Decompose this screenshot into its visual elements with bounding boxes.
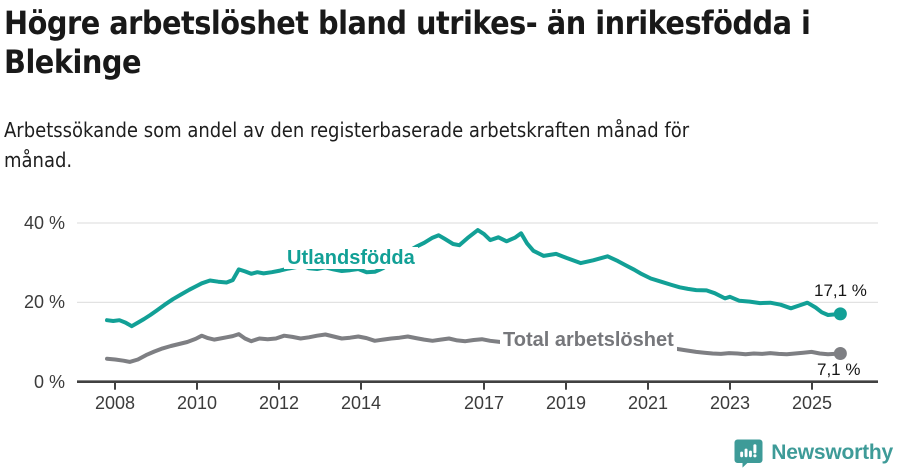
x-tick-label: 2014 [340, 393, 382, 413]
x-tick-label: 2012 [258, 393, 300, 413]
y-tick-label: 40 % [23, 213, 65, 233]
series-end-dot [833, 307, 847, 321]
subtitle-line-1: Arbetssökande som andel av den registerb… [4, 118, 690, 142]
page-title: Högre arbetslöshet bland utrikes- än inr… [4, 4, 884, 82]
y-tick-label: 20 % [23, 292, 65, 313]
newsworthy-brand-text: Newsworthy [771, 441, 893, 464]
series-label-utlandsfodda: Utlandsfödda [284, 247, 418, 269]
title-line-1: Högre arbetslöshet bland utrikes- än inr… [4, 4, 811, 42]
end-value-label-utlandsfodda: 17,1 % [814, 281, 867, 300]
x-tick-label: 2023 [709, 393, 751, 413]
subtitle-line-2: månad. [4, 148, 73, 172]
series-line [105, 332, 843, 364]
x-tick-label: 2025 [791, 393, 833, 413]
title-line-2: Blekinge [4, 43, 141, 81]
x-tick-label: 2008 [94, 393, 136, 413]
x-tick-label: 2017 [463, 393, 505, 413]
newsworthy-logo-icon [733, 438, 764, 468]
x-tick-label: 2021 [627, 393, 669, 413]
y-tick-label: 0 % [33, 371, 65, 392]
x-tick-label: 2010 [176, 393, 218, 413]
series-label-total-arbetsloshet: Total arbetslöshet [500, 329, 677, 351]
series-line [105, 228, 843, 329]
series-end-dot [833, 347, 847, 361]
chart-subtitle: Arbetssökande som andel av den registerb… [4, 115, 884, 175]
end-value-label-total: 7,1 % [817, 360, 861, 379]
x-tick-label: 2019 [545, 393, 587, 413]
newsworthy-brand-link[interactable]: Newsworthy [733, 438, 893, 468]
